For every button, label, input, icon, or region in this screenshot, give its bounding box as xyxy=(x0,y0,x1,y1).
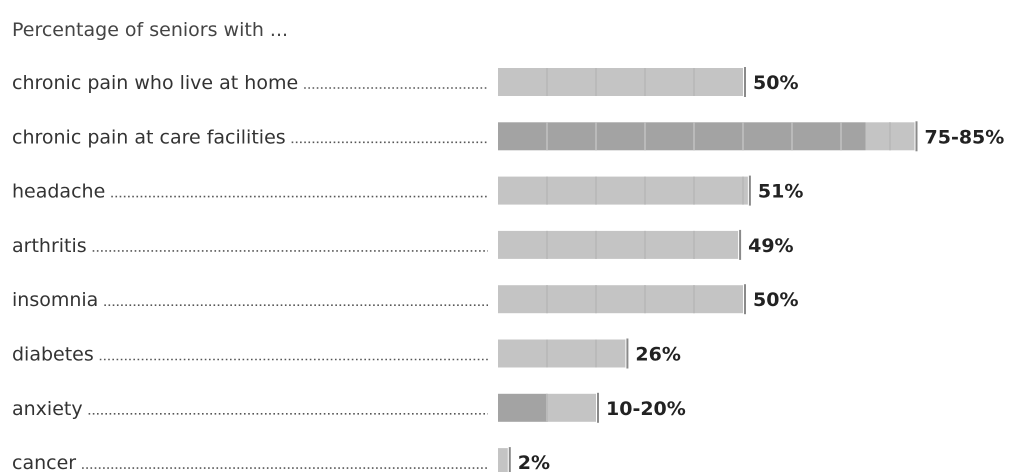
category-label: diabetes xyxy=(12,344,94,366)
data-label: 10-20% xyxy=(606,398,686,420)
chart-row: chronic pain at care facilities 75-85% xyxy=(12,121,1005,152)
data-label: 50% xyxy=(753,72,798,94)
bar xyxy=(498,122,866,151)
data-label: 2% xyxy=(518,452,550,472)
category-label: arthritis xyxy=(12,235,87,257)
chart-row: insomnia 50% xyxy=(12,284,798,315)
chart-title: Percentage of seniors with ... xyxy=(12,19,288,41)
category-label: anxiety xyxy=(12,398,83,420)
bar xyxy=(498,176,748,205)
data-label: 75-85% xyxy=(925,126,1005,148)
data-label: 26% xyxy=(635,344,680,366)
category-label: headache xyxy=(12,181,105,203)
chart-row: chronic pain who live at home 50% xyxy=(12,67,798,97)
chart-rows: chronic pain who live at home 50%chronic … xyxy=(12,67,1005,476)
bar xyxy=(498,339,626,368)
category-label: cancer xyxy=(12,452,76,472)
bar xyxy=(498,230,739,259)
chart-row: diabetes 26% xyxy=(12,338,681,369)
bar xyxy=(498,448,508,476)
data-label: 49% xyxy=(748,235,793,257)
bar-range-extension xyxy=(547,393,596,422)
chart-row: arthritis 49% xyxy=(12,229,794,260)
bar xyxy=(498,68,743,96)
bar xyxy=(498,285,743,314)
category-label: insomnia xyxy=(12,289,98,311)
chart-row: cancer 2% xyxy=(12,447,550,476)
chart-row: headache 51% xyxy=(12,175,803,206)
chart-row: anxiety 10-20% xyxy=(12,392,686,423)
category-label: chronic pain at care facilities xyxy=(12,126,286,148)
category-label: chronic pain who live at home xyxy=(12,72,298,94)
data-label: 51% xyxy=(758,181,803,203)
bar xyxy=(498,393,547,422)
data-label: 50% xyxy=(753,289,798,311)
